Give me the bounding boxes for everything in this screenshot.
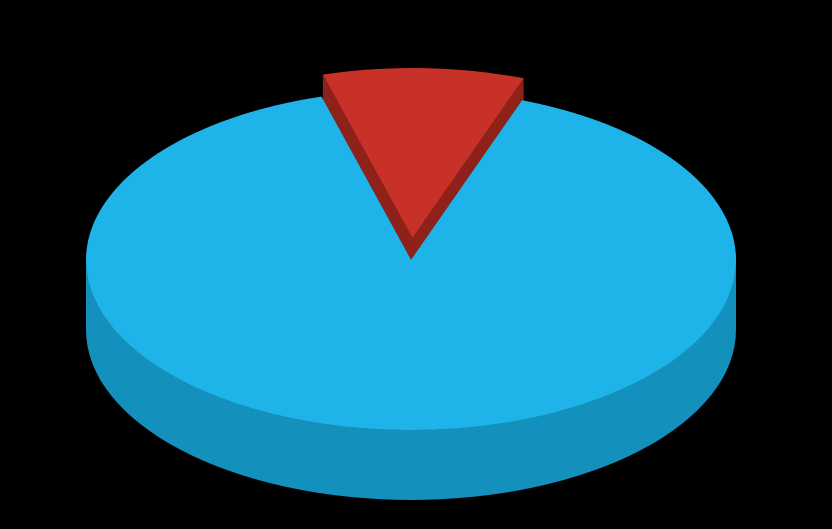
pie-chart: [0, 0, 832, 529]
